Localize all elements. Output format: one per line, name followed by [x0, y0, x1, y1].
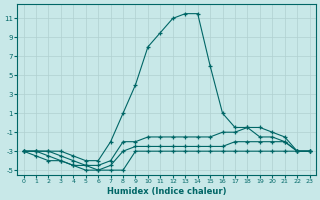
- X-axis label: Humidex (Indice chaleur): Humidex (Indice chaleur): [107, 187, 226, 196]
